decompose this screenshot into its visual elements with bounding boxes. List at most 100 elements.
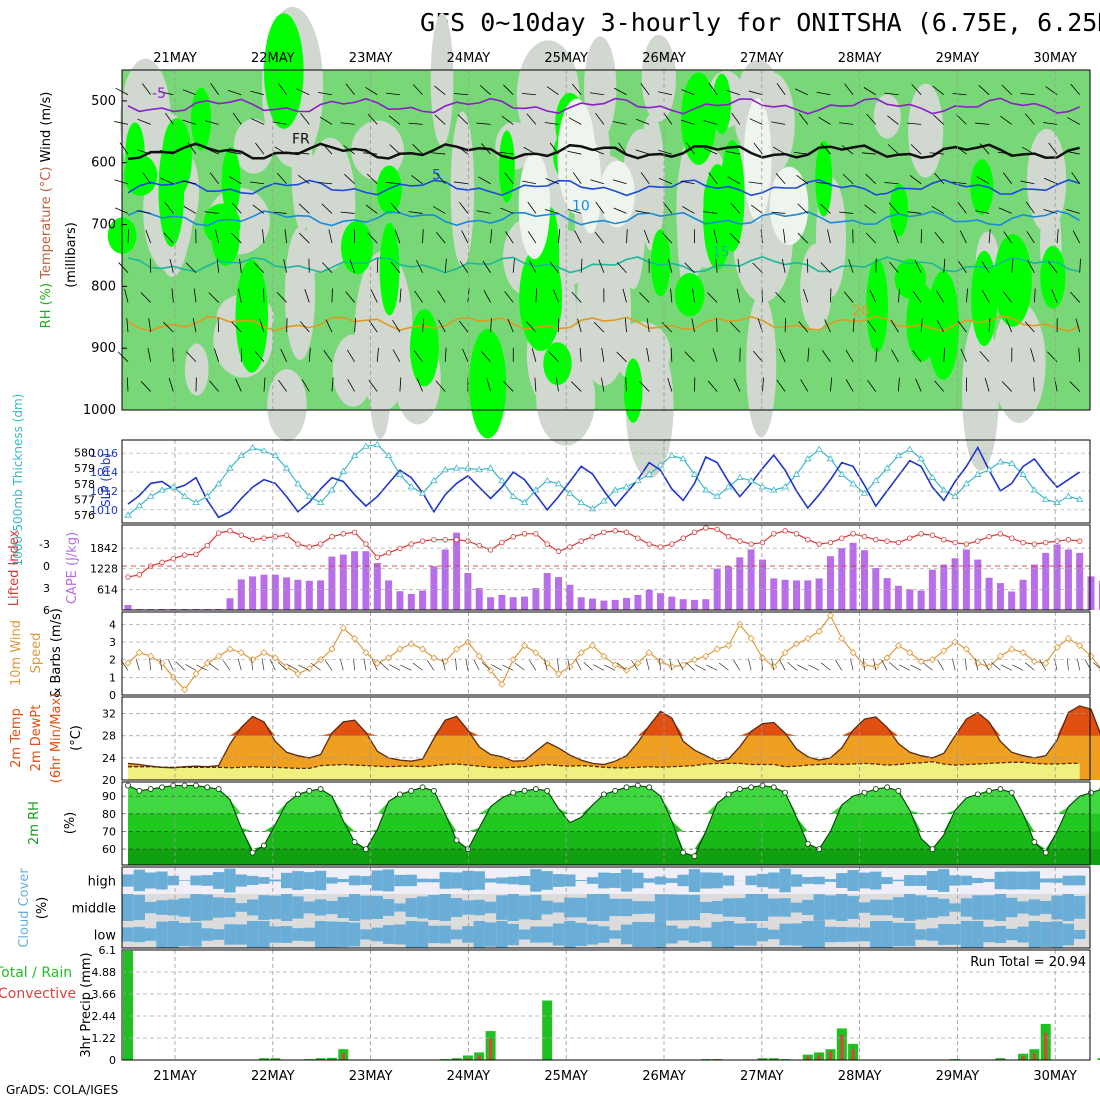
wind-barb: [912, 290, 922, 303]
wind-barb-10m: [677, 659, 684, 671]
slp-tick: 1012: [90, 485, 118, 498]
li-point: [329, 534, 335, 540]
wind-speed-point: [520, 641, 529, 650]
cloud-bar: [405, 898, 417, 917]
cloud-bar: [813, 894, 825, 921]
wind-barb: [346, 349, 355, 362]
thickness-point: [237, 451, 246, 459]
thickness-point: [860, 489, 869, 496]
cloud-bar: [269, 926, 281, 943]
wind-barb: [231, 232, 242, 244]
thickness-point: [226, 464, 234, 471]
li-point: [748, 541, 754, 547]
rh-low-patch: [962, 313, 999, 472]
rh-low-patch: [351, 120, 404, 181]
wind-barb: [431, 152, 446, 155]
wind-barb: [453, 93, 468, 96]
cape-bar: [1030, 564, 1038, 610]
rh-high-patch: [650, 229, 671, 297]
li-tick: -3: [39, 538, 50, 551]
wind-barb: [349, 259, 355, 273]
cloud-bar: [224, 898, 236, 918]
wind-barb: [776, 379, 786, 392]
wind-barb: [250, 90, 265, 96]
rh-point: [532, 786, 539, 792]
wind-barb: [1006, 319, 1013, 333]
li-point: [612, 528, 618, 534]
cloud-bar: [711, 872, 723, 889]
wind-barb: [715, 258, 718, 273]
wind-barb-10m: [982, 659, 990, 671]
cape-bar: [985, 577, 993, 610]
wind-barb: [875, 258, 877, 273]
slp-tick: 1014: [90, 466, 118, 479]
rh-dry-patch: [743, 98, 772, 222]
cloud-bar: [258, 895, 270, 920]
li-point: [646, 541, 652, 547]
wind-barb: [827, 229, 831, 244]
thickness-point: [985, 465, 993, 473]
cape-bar: [815, 578, 823, 610]
axis-label-part: 2m Temp: [9, 708, 24, 768]
li-point: [714, 526, 720, 533]
thickness-point: [566, 489, 574, 496]
wind-barb: [959, 230, 967, 244]
thickness-point: [838, 470, 846, 477]
cloud-bar: [303, 927, 315, 942]
wind-barb-10m: [441, 658, 446, 671]
wind-barb: [797, 203, 809, 214]
wind-barb: [331, 288, 333, 303]
wind-barb: [323, 350, 333, 363]
rh-point: [884, 784, 891, 791]
cloud-bar: [870, 871, 882, 890]
cape-bar: [543, 573, 551, 610]
cloud-bar: [133, 869, 145, 892]
wind-barb: [164, 202, 174, 214]
wind-barb: [531, 348, 537, 362]
rh-high-patch: [340, 220, 373, 275]
wind-barb: [453, 181, 468, 185]
li-point: [555, 548, 562, 555]
wind-tick: 1: [109, 671, 116, 684]
cape-ylabel: CAPE (J/kg): [65, 532, 80, 604]
cloud-bar: [677, 894, 689, 921]
li-point: [283, 532, 290, 538]
wind-barb: [704, 148, 718, 155]
cloud-bar: [394, 924, 406, 945]
thickness-point: [792, 470, 801, 477]
li-point: [261, 535, 267, 541]
wind-speed-point: [509, 656, 517, 664]
date-label-top: 29MAY: [936, 51, 980, 66]
wind-barb: [142, 172, 151, 184]
li-point: [340, 531, 346, 537]
cape-bar: [793, 580, 800, 610]
wind-barb: [684, 262, 695, 274]
wind-barb: [911, 84, 922, 95]
cloud-bar: [915, 895, 927, 920]
wind-barb: [478, 176, 491, 185]
wind-barb: [952, 93, 967, 96]
cloud-bar: [881, 921, 893, 948]
wind-barb: [507, 318, 514, 333]
cloud-bar: [133, 926, 145, 943]
li-point: [351, 529, 358, 536]
cloud-bar: [552, 923, 565, 946]
cloud-bar: [688, 926, 701, 943]
wind-barb: [277, 172, 287, 185]
rh-point: [306, 787, 313, 794]
wind-barb: [147, 347, 152, 362]
date-label-bottom: 23MAY: [349, 1069, 393, 1084]
wind-barb: [914, 259, 922, 273]
cloud-bar: [179, 898, 191, 917]
wind-speed-point: [294, 670, 302, 678]
cloud-bar: [779, 923, 791, 946]
wind-barb: [238, 288, 242, 303]
cape-bar: [1053, 544, 1061, 610]
wind-barb: [340, 211, 355, 214]
wind-barb: [920, 229, 923, 244]
cloud-bar: [1028, 899, 1040, 916]
wind-barb: [163, 321, 174, 333]
cloud-bar: [496, 877, 508, 884]
rh-low-patch: [430, 12, 454, 146]
cloud-bar: [892, 897, 905, 918]
